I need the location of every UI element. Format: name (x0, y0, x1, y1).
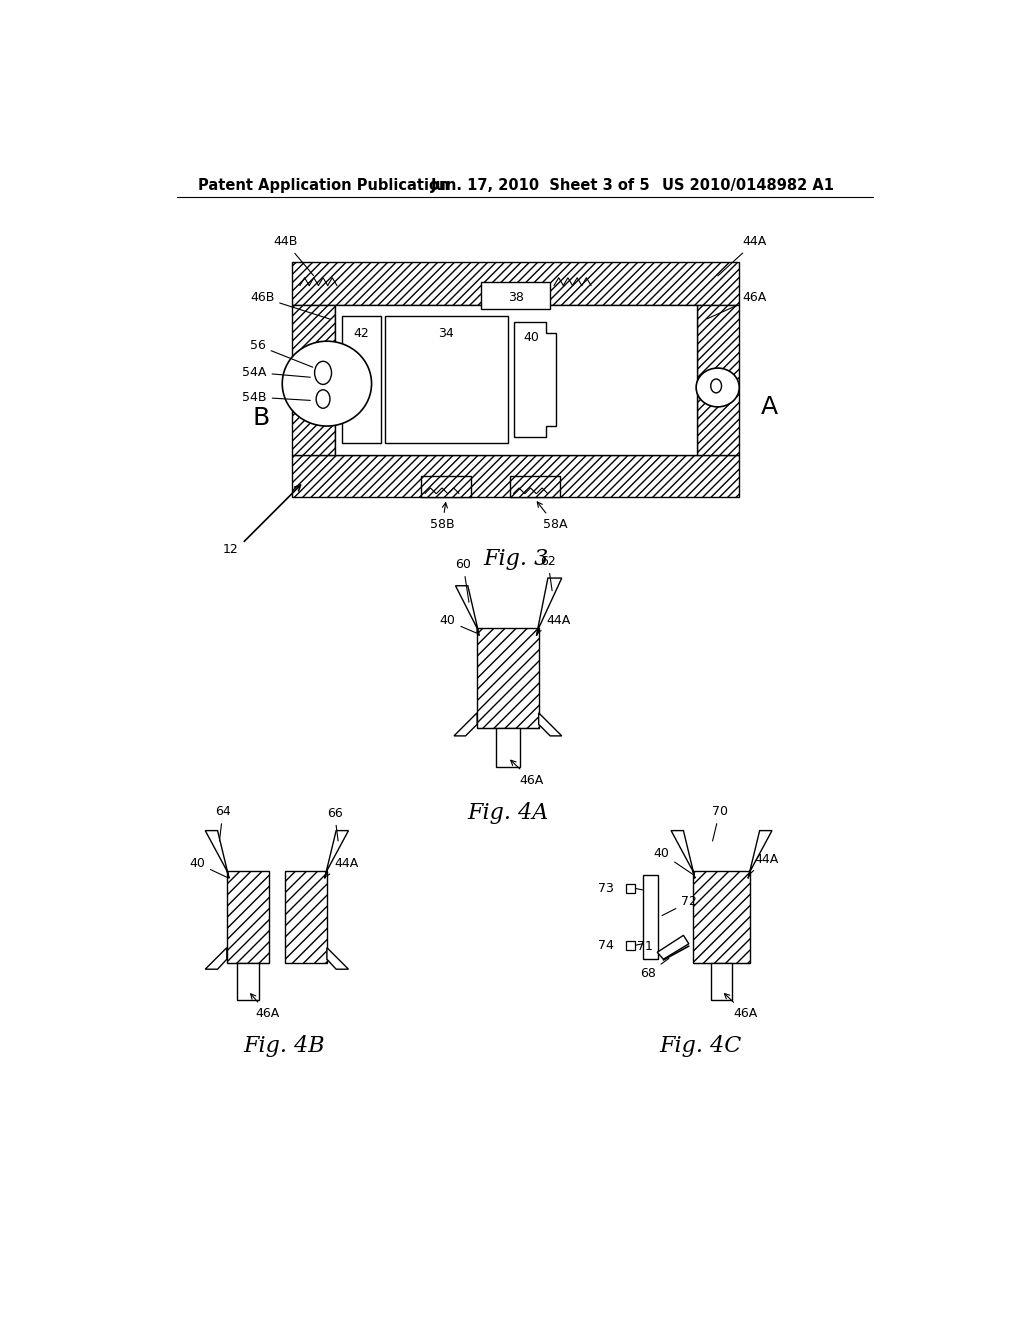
Text: 74: 74 (598, 939, 614, 952)
Polygon shape (456, 586, 479, 636)
Bar (481, 281, 550, 309)
Bar (496, 729, 520, 767)
Ellipse shape (283, 341, 372, 426)
Text: 54B: 54B (243, 391, 310, 404)
Polygon shape (325, 830, 348, 878)
Text: 46A: 46A (511, 760, 544, 787)
Bar (385, 317, 508, 444)
Bar (692, 871, 751, 964)
Ellipse shape (696, 368, 739, 407)
Bar (335, 305, 696, 455)
Text: 56: 56 (250, 339, 312, 367)
Text: 58B: 58B (430, 503, 455, 531)
Text: 40: 40 (439, 614, 477, 634)
Polygon shape (327, 948, 348, 969)
Polygon shape (671, 830, 695, 878)
Bar (342, 317, 381, 444)
Text: 34: 34 (438, 326, 454, 339)
Text: 44A: 44A (538, 614, 570, 632)
Bar (238, 964, 259, 1001)
Text: 46A: 46A (251, 994, 280, 1020)
Bar (643, 875, 658, 960)
Bar (711, 964, 732, 1001)
Text: 58A: 58A (538, 502, 567, 531)
Polygon shape (749, 830, 772, 878)
Polygon shape (657, 936, 689, 960)
Text: 38: 38 (508, 290, 523, 304)
Text: B: B (253, 407, 270, 430)
Text: 46B: 46B (250, 290, 331, 319)
Text: 40: 40 (189, 857, 226, 878)
Text: 62: 62 (540, 554, 556, 591)
Text: 44A: 44A (749, 853, 778, 875)
Text: Fig. 4C: Fig. 4C (659, 1035, 741, 1057)
Text: 46A: 46A (707, 290, 767, 319)
Bar (477, 628, 539, 729)
Text: Fig. 4A: Fig. 4A (467, 803, 549, 824)
Text: 60: 60 (456, 558, 471, 602)
Text: 42: 42 (353, 326, 370, 339)
Text: 44B: 44B (273, 235, 313, 276)
Text: A: A (761, 395, 778, 418)
Bar (285, 871, 327, 964)
Text: 70: 70 (712, 805, 728, 841)
Polygon shape (454, 713, 477, 737)
Polygon shape (205, 830, 229, 878)
Bar (226, 871, 269, 964)
Text: 40: 40 (523, 331, 540, 345)
Text: 73: 73 (598, 882, 614, 895)
Bar (292, 455, 739, 498)
Polygon shape (514, 322, 556, 437)
Bar (696, 305, 739, 455)
Polygon shape (537, 578, 562, 636)
Text: 72: 72 (663, 895, 697, 916)
Bar (292, 263, 739, 305)
Text: 64: 64 (215, 805, 230, 841)
Bar (421, 475, 471, 498)
Text: 66: 66 (327, 807, 342, 841)
Text: 68: 68 (640, 958, 669, 979)
Text: Fig. 3: Fig. 3 (483, 548, 548, 570)
Polygon shape (205, 948, 226, 969)
Bar (292, 305, 335, 455)
Text: 40: 40 (653, 847, 694, 875)
Text: 46A: 46A (724, 994, 758, 1020)
Text: Fig. 4B: Fig. 4B (244, 1035, 326, 1057)
Text: 44A: 44A (718, 235, 767, 276)
Text: Patent Application Publication: Patent Application Publication (199, 178, 450, 193)
Polygon shape (539, 713, 562, 737)
Bar (626, 884, 635, 892)
Text: 44A: 44A (326, 857, 358, 876)
Text: 54A: 54A (243, 366, 310, 379)
Text: 71: 71 (637, 940, 652, 953)
Text: Jun. 17, 2010  Sheet 3 of 5: Jun. 17, 2010 Sheet 3 of 5 (431, 178, 650, 193)
Bar (510, 475, 560, 498)
Text: 12: 12 (223, 543, 239, 556)
Bar (626, 941, 635, 950)
Text: US 2010/0148982 A1: US 2010/0148982 A1 (662, 178, 834, 193)
